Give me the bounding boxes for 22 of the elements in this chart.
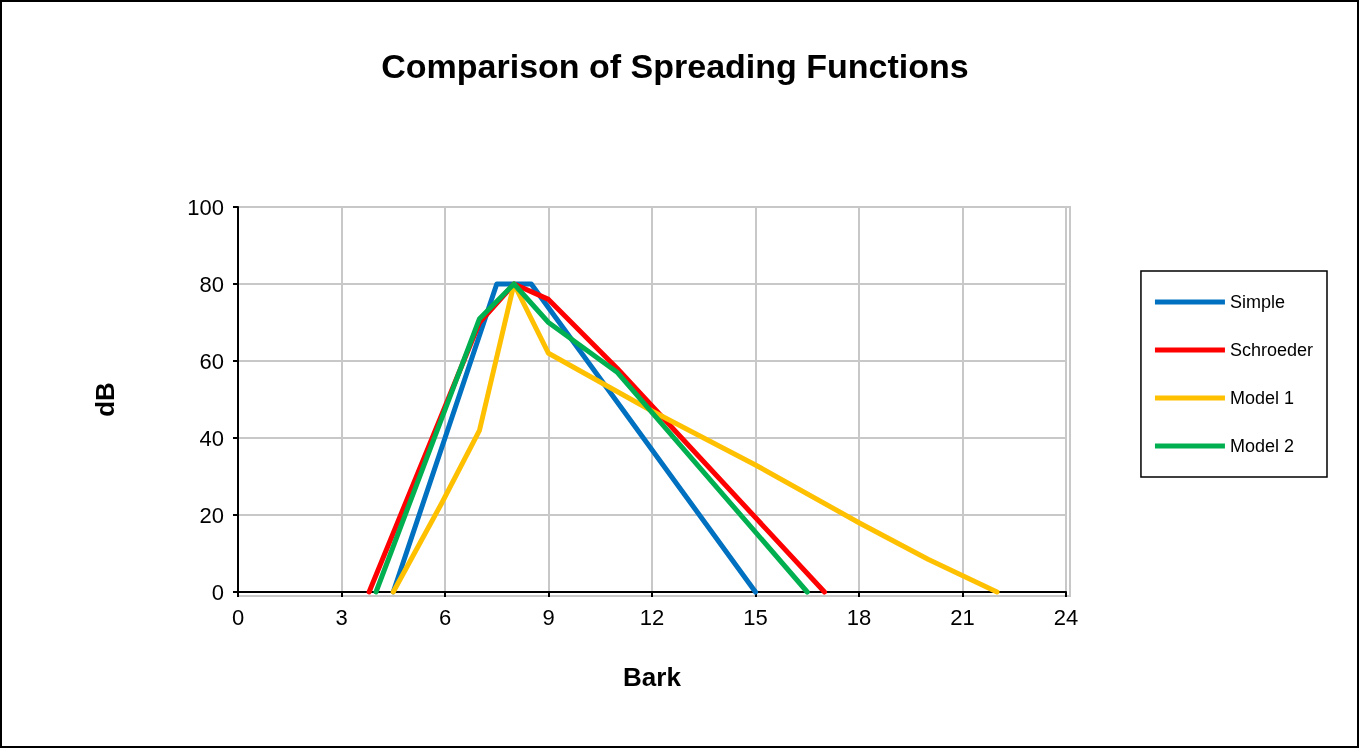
legend-label: Model 1 [1229,388,1294,408]
y-tick-label: 0 [211,579,224,605]
y-tick-label: 80 [199,271,224,297]
legend-label: Schroeder [1229,340,1314,360]
y-tick-label: 100 [187,194,224,220]
x-tick-label: 15 [743,604,768,630]
legend-label: Simple [1229,292,1285,312]
x-tick-label: 6 [438,604,452,630]
x-tick-label: 3 [335,604,348,630]
x-axis-title: Bark [623,662,682,692]
y-tick-label: 40 [199,425,224,451]
x-tick-label: 18 [846,604,872,630]
x-tick-label: 12 [639,604,665,630]
x-tick-label: 0 [231,604,245,630]
x-tick-label: 24 [1053,604,1079,630]
y-tick-label: 20 [199,502,224,528]
chart-title: Comparison of Spreading Functions [381,47,969,85]
legend-label: Model 2 [1229,436,1294,456]
x-tick-label: 21 [950,604,975,630]
y-axis-title: dB [90,382,120,417]
y-tick-label: 60 [199,348,224,374]
x-tick-label: 9 [542,604,555,630]
